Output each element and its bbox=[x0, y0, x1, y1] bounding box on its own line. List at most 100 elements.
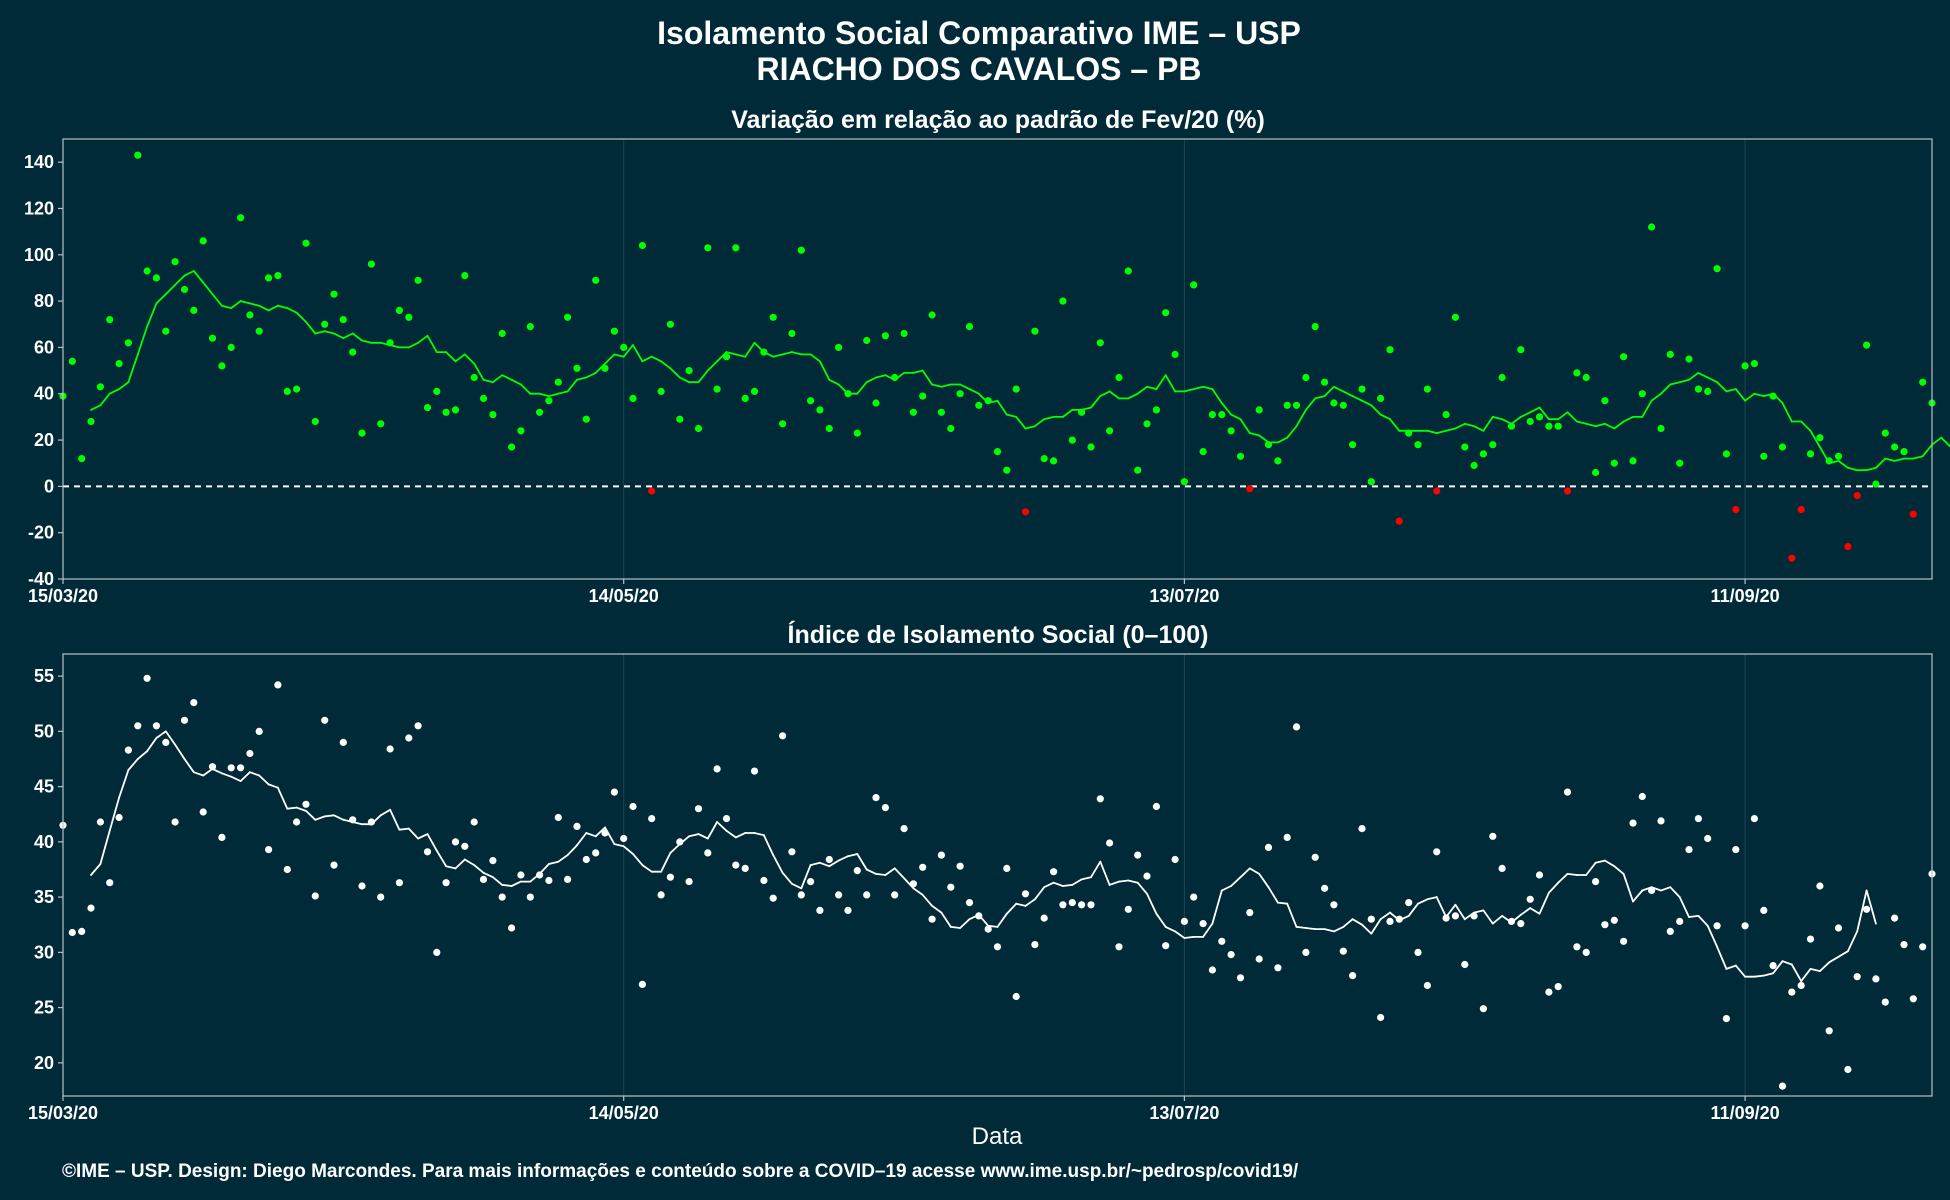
index-data-point bbox=[536, 871, 544, 879]
rolling-mean-segment bbox=[1594, 859, 1606, 864]
index-data-point bbox=[825, 855, 833, 864]
rolling-mean-segment bbox=[305, 810, 317, 821]
index-data-point bbox=[1704, 834, 1712, 843]
variation-data-point bbox=[1405, 429, 1413, 437]
variation-data-point bbox=[1638, 390, 1646, 398]
variation-data-point bbox=[1302, 373, 1310, 382]
rolling-mean-segment bbox=[1052, 881, 1064, 887]
rolling-mean-segment bbox=[1809, 968, 1821, 972]
variation-data-point bbox=[1863, 341, 1871, 349]
index-data-point bbox=[1638, 792, 1646, 801]
variation-data-point bbox=[358, 429, 366, 437]
rolling-mean-segment bbox=[127, 353, 139, 384]
rolling-mean-segment bbox=[510, 880, 522, 887]
rolling-mean-segment bbox=[1043, 415, 1055, 421]
x-tick-label: 15/03/20 bbox=[28, 1103, 98, 1123]
variation-data-point bbox=[676, 415, 684, 423]
variation-data-point bbox=[1218, 411, 1226, 419]
variation-data-point bbox=[1246, 485, 1254, 493]
y-tick-label: 20 bbox=[34, 430, 54, 450]
index-data-point bbox=[1274, 964, 1282, 972]
rolling-mean-segment bbox=[613, 843, 625, 848]
index-data-point bbox=[694, 805, 703, 813]
variation-data-point bbox=[1732, 505, 1740, 514]
index-data-point bbox=[872, 794, 880, 802]
index-data-point bbox=[1676, 917, 1684, 926]
rolling-mean-segment bbox=[445, 351, 457, 363]
variation-data-point bbox=[900, 329, 908, 338]
variation-data-point bbox=[152, 274, 160, 282]
rolling-mean-segment bbox=[1389, 418, 1401, 432]
index-data-point bbox=[96, 818, 104, 826]
index-data-point bbox=[367, 818, 375, 826]
rolling-mean-segment bbox=[1931, 436, 1943, 446]
variation-data-point bbox=[293, 385, 301, 393]
index-data-point bbox=[582, 855, 590, 864]
rolling-mean-segment bbox=[118, 381, 130, 391]
variation-rolling-mean bbox=[90, 270, 1950, 472]
rolling-mean-segment bbox=[1361, 923, 1373, 935]
index-data-point bbox=[1442, 914, 1450, 922]
rolling-mean-segment bbox=[174, 274, 186, 286]
rolling-mean-segment bbox=[127, 758, 139, 771]
variation-data-point bbox=[1040, 455, 1048, 463]
index-data-point bbox=[1881, 998, 1889, 1006]
index-data-point bbox=[1405, 899, 1413, 907]
rolling-mean-segment bbox=[99, 829, 111, 865]
rolling-mean-segment bbox=[323, 330, 335, 335]
rolling-mean-segment bbox=[1295, 926, 1307, 929]
index-data-point bbox=[1433, 848, 1441, 856]
rolling-mean-segment bbox=[1118, 879, 1130, 883]
rolling-mean-segment bbox=[1576, 420, 1588, 425]
variation-data-point bbox=[713, 385, 721, 393]
rolling-mean-segment bbox=[454, 858, 466, 870]
index-data-point bbox=[1311, 853, 1319, 861]
rolling-mean-segment bbox=[108, 796, 120, 832]
index-data-point bbox=[638, 980, 647, 989]
rolling-mean-segment bbox=[1837, 950, 1849, 958]
index-data-point bbox=[1648, 886, 1656, 895]
rolling-mean-segment bbox=[1379, 413, 1391, 421]
index-data-point bbox=[564, 875, 572, 884]
variation-data-point bbox=[835, 343, 843, 351]
index-data-point bbox=[1891, 914, 1899, 922]
index-data-point bbox=[180, 716, 189, 724]
rolling-mean-segment bbox=[258, 774, 270, 786]
variation-data-point bbox=[1162, 309, 1170, 317]
index-data-point bbox=[386, 745, 394, 753]
variation-data-point bbox=[1760, 452, 1768, 460]
rolling-mean-segment bbox=[1491, 915, 1503, 925]
index-data-point bbox=[1545, 988, 1553, 996]
rolling-mean-segment bbox=[295, 806, 307, 812]
rolling-mean-segment bbox=[557, 390, 569, 395]
rolling-mean-segment bbox=[248, 302, 261, 307]
variation-data-point bbox=[947, 424, 955, 433]
rolling-mean-segment bbox=[725, 829, 737, 839]
rolling-mean-segment bbox=[959, 383, 971, 391]
index-data-point bbox=[1134, 851, 1142, 859]
index-data-point bbox=[1152, 802, 1160, 811]
index-data-point bbox=[498, 893, 506, 901]
variation-data-point bbox=[1545, 422, 1553, 430]
index-data-point bbox=[1264, 843, 1273, 852]
index-data-point bbox=[349, 816, 357, 824]
variation-data-point bbox=[1844, 543, 1852, 551]
rolling-mean-segment bbox=[660, 360, 672, 370]
rolling-mean-segment bbox=[1725, 964, 1737, 970]
rolling-mean-segment bbox=[1211, 388, 1223, 404]
index-data-point bbox=[78, 927, 86, 936]
variation-data-point bbox=[1208, 411, 1216, 419]
x-tick-label: 14/05/20 bbox=[589, 1103, 659, 1123]
variation-data-point bbox=[1171, 350, 1179, 358]
rolling-mean-segment bbox=[734, 353, 747, 358]
index-data-point bbox=[1834, 924, 1843, 932]
variation-data-point bbox=[78, 455, 86, 463]
x-tick-label: 15/03/20 bbox=[28, 586, 98, 606]
variation-data-point bbox=[1143, 420, 1151, 428]
variation-data-point bbox=[1573, 369, 1581, 377]
rolling-mean-segment bbox=[566, 844, 578, 856]
variation-data-point bbox=[657, 387, 665, 395]
variation-data-point bbox=[620, 343, 628, 351]
index-data-point bbox=[517, 871, 525, 879]
